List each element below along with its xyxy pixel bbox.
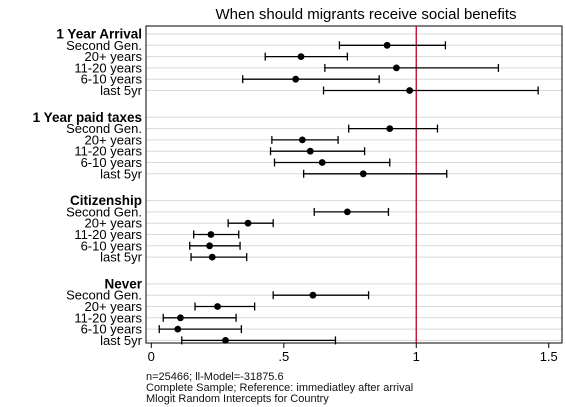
row-label: last 5yr (100, 83, 143, 98)
point-estimate (386, 125, 394, 132)
estimate-mark (322, 86, 539, 95)
estimate-mark (324, 63, 500, 72)
sample-note: Complete Sample; Reference: immediatley … (146, 382, 414, 394)
group-label: 1 Year Arrival (56, 27, 142, 42)
row-label: 11-20 years (74, 144, 142, 159)
row-label: Second Gen. (66, 121, 142, 136)
estimate-mark (189, 241, 241, 250)
point-estimate (343, 208, 351, 216)
estimate-mark (313, 207, 390, 216)
point-estimate (392, 64, 400, 72)
row-label: 20+ years (85, 299, 143, 314)
chart-title: When should migrants receive social bene… (216, 6, 517, 23)
point-estimate (292, 75, 300, 83)
point-estimate (177, 314, 184, 322)
point-estimate (359, 170, 367, 178)
point-estimate (174, 325, 182, 333)
point-estimate (222, 337, 229, 344)
row-label: Second Gen. (66, 288, 142, 303)
row-label: Second Gen. (66, 38, 142, 53)
point-estimate (318, 159, 326, 166)
row-label: 6-10 years (81, 72, 143, 87)
estimate-mark (273, 158, 391, 167)
estimate-mark (227, 219, 274, 228)
point-estimate (306, 147, 314, 155)
estimate-mark (242, 75, 380, 84)
estimate-mark (264, 52, 349, 61)
x-axis: 0 .5 1 1.5 (148, 343, 558, 364)
point-estimate (406, 87, 414, 94)
estimate-mark (271, 135, 339, 144)
estimate-mark (303, 169, 448, 178)
row-label: 6-10 years (81, 322, 143, 337)
point-estimate (206, 242, 213, 250)
row-label: 11-20 years (74, 310, 142, 325)
group-label: Citizenship (70, 193, 142, 208)
row-label: 20+ years (85, 216, 143, 231)
row-label: last 5yr (100, 333, 143, 348)
estimate-mark (190, 253, 248, 262)
row-label: 20+ years (85, 49, 143, 64)
model-note: n=25466; ll-Model=-31875.6 (146, 371, 284, 383)
point-estimate (214, 303, 221, 310)
row-label: Second Gen. (66, 204, 142, 219)
x-tick-label: .5 (278, 349, 289, 364)
method-note: Mlogit Random Intercepts for Country (146, 393, 329, 405)
grid-lines (146, 33, 562, 341)
row-label: last 5yr (100, 250, 143, 265)
group-label: Never (104, 276, 142, 291)
estimate-mark (272, 291, 370, 300)
row-label: 11-20 years (74, 60, 142, 75)
estimates (158, 41, 539, 345)
point-estimate (383, 41, 391, 49)
row-label: 11-20 years (74, 227, 142, 242)
row-label: 6-10 years (81, 238, 143, 253)
estimate-mark (338, 41, 447, 50)
point-estimate (207, 231, 215, 238)
point-estimate (244, 219, 252, 227)
x-tick-label: 1.5 (540, 349, 558, 364)
plot-area (145, 25, 563, 344)
estimate-mark (181, 336, 337, 345)
row-label: 6-10 years (81, 155, 143, 170)
estimate-mark (194, 302, 256, 311)
point-estimate (208, 253, 216, 261)
estimate-mark (348, 124, 439, 133)
row-label: 20+ years (85, 132, 143, 147)
row-label: last 5yr (100, 166, 143, 181)
point-estimate (298, 136, 306, 144)
x-tick-label: 1 (413, 349, 420, 364)
point-estimate (297, 53, 305, 60)
point-estimate (309, 291, 317, 299)
estimate-mark (162, 313, 237, 322)
estimate-mark (269, 147, 366, 156)
estimate-mark (193, 230, 240, 239)
group-label: 1 Year paid taxes (33, 110, 142, 125)
x-tick-label: 0 (148, 349, 155, 364)
estimate-mark (158, 325, 243, 334)
